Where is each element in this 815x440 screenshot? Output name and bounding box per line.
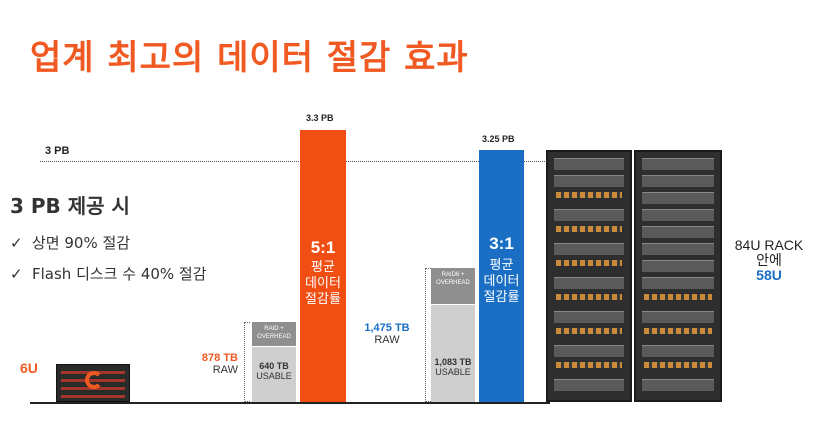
left-usable-value: 640 TB xyxy=(259,361,289,371)
rack-unit xyxy=(554,158,624,170)
left-raw-bracket xyxy=(244,322,250,402)
rack-size: 84U RACK xyxy=(734,237,804,253)
left-overhead-block: RAID + OVERHEAD xyxy=(252,322,296,346)
left-raw-label: RAW xyxy=(212,364,238,376)
server-rack-image xyxy=(546,150,632,402)
right-raw-bracket xyxy=(425,268,431,402)
rack-unit xyxy=(642,345,714,357)
storage-appliance-image xyxy=(56,364,130,402)
left-ratio: 5:1 xyxy=(310,238,336,257)
left-raw-value: 878 TB xyxy=(201,352,238,364)
rack-unit xyxy=(644,294,712,300)
rack-unit xyxy=(554,277,624,289)
rack-suffix: 안에 xyxy=(756,252,782,268)
bullet-flash-disks: ✓ Flash 디스크 수 40% 절감 xyxy=(10,263,207,284)
rack-unit xyxy=(556,362,622,368)
left-height-label: 6U xyxy=(20,360,38,376)
rack-unit xyxy=(642,311,714,323)
rack-unit xyxy=(554,311,624,323)
left-capacity-stack: RAID + OVERHEAD 640 TB USABLE xyxy=(252,322,296,402)
left-usable-label: USABLE xyxy=(256,371,292,381)
left-ratio-desc: 평균 데이터 절감률 xyxy=(305,260,341,307)
bullet-text: Flash 디스크 수 40% 절감 xyxy=(32,265,207,283)
rack-unit xyxy=(554,345,624,357)
left-usable-block: 640 TB USABLE xyxy=(252,347,296,402)
reference-line-3pb xyxy=(40,161,545,162)
rack-unit xyxy=(554,379,624,391)
bullet-floor-space: ✓ 상면 90% 절감 xyxy=(10,232,130,253)
rack-unit xyxy=(642,243,714,255)
rack-unit xyxy=(554,243,624,255)
rack-unit xyxy=(642,192,714,204)
rack-unit xyxy=(642,209,714,221)
rack-unit xyxy=(556,294,622,300)
right-usable-value: 1,083 TB xyxy=(434,357,472,367)
rack-unit xyxy=(644,328,712,334)
checkmark-icon: ✓ xyxy=(10,265,23,283)
right-raw-value: 1,475 TB xyxy=(364,322,410,334)
server-rack-image xyxy=(634,150,722,402)
slide-title: 업계 최고의 데이터 절감 효과 xyxy=(30,38,469,78)
left-raw-capacity: 878 TB RAW xyxy=(180,352,238,376)
rack-unit xyxy=(642,226,714,238)
rack-usage: 58U xyxy=(756,267,782,283)
right-effective-value: 3.25 PB xyxy=(482,134,515,144)
rack-unit xyxy=(642,379,714,391)
right-usable-label: USABLE xyxy=(435,367,471,377)
left-effective-bar: 5:1 평균 데이터 절감률 xyxy=(300,130,346,402)
rack-unit xyxy=(642,277,714,289)
rack-unit xyxy=(642,175,714,187)
right-effective-bar: 3:1 평균 데이터 절감률 xyxy=(479,150,524,402)
right-ratio: 3:1 xyxy=(489,234,514,253)
rack-unit xyxy=(554,209,624,221)
right-raw-capacity: 1,475 TB RAW xyxy=(352,322,422,346)
right-overhead-block: RAID6 + OVERHEAD xyxy=(431,268,475,304)
rack-unit xyxy=(556,192,622,198)
rack-unit xyxy=(642,158,714,170)
bullet-text: 상면 90% 절감 xyxy=(32,234,131,252)
headline: 3 PB 제공 시 xyxy=(10,194,130,218)
rack-unit xyxy=(554,175,624,187)
right-ratio-desc: 평균 데이터 절감률 xyxy=(483,258,520,305)
rack-label: 84U RACK 안에 58U xyxy=(726,238,812,283)
reference-line-label: 3 PB xyxy=(45,145,70,157)
checkmark-icon: ✓ xyxy=(10,234,23,252)
right-raw-label: RAW xyxy=(374,334,400,346)
rack-unit xyxy=(556,260,622,266)
left-effective-value: 3.3 PB xyxy=(306,113,334,123)
brand-logo-icon xyxy=(85,371,103,389)
baseline xyxy=(30,402,550,404)
right-capacity-stack: RAID6 + OVERHEAD 1,083 TB USABLE xyxy=(431,268,475,402)
rack-unit xyxy=(642,260,714,272)
right-usable-block: 1,083 TB USABLE xyxy=(431,305,475,402)
rack-unit xyxy=(644,362,712,368)
rack-unit xyxy=(556,328,622,334)
rack-unit xyxy=(556,226,622,232)
